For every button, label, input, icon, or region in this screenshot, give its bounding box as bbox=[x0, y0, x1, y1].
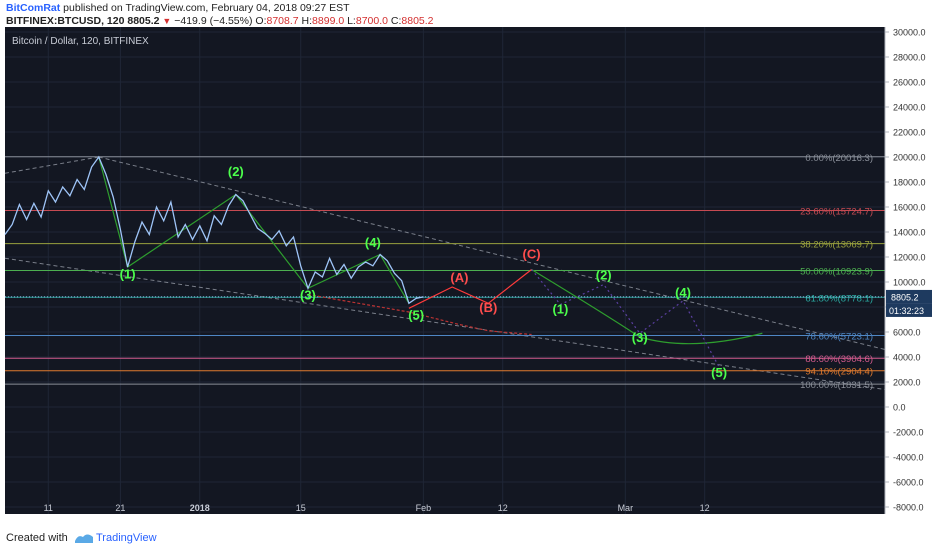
y-tick-label: -2000.0 bbox=[893, 428, 924, 438]
x-tick-label: Mar bbox=[618, 503, 634, 513]
wave-label: (B) bbox=[479, 300, 497, 315]
tradingview-link[interactable]: TradingView bbox=[96, 532, 157, 544]
trend-line-lower bbox=[4, 257, 886, 390]
y-tick-label: 20000.0 bbox=[893, 153, 926, 163]
countdown-label: 01:32:23 bbox=[889, 306, 924, 316]
projected-wave-path bbox=[531, 269, 720, 368]
wave-label: (2) bbox=[596, 268, 612, 283]
author-link[interactable]: BitComRat bbox=[6, 2, 61, 14]
y-tick-label: 18000.0 bbox=[893, 178, 926, 188]
down-arrow-icon: ▼ bbox=[162, 16, 172, 26]
trend-line-upper-start bbox=[4, 156, 99, 174]
fib-level-label: 100.00%(1831.5) bbox=[800, 380, 873, 391]
open-value: 8708.7 bbox=[266, 15, 299, 27]
published-text: published on TradingView.com, February 0… bbox=[63, 2, 350, 14]
wave-label: (5) bbox=[408, 308, 424, 323]
abc-correction-path bbox=[408, 269, 532, 309]
y-tick-label: 16000.0 bbox=[893, 203, 926, 213]
y-tick-label: 2000.0 bbox=[893, 378, 921, 388]
y-tick-label: 4000.0 bbox=[893, 353, 921, 363]
trend-line-upper bbox=[98, 156, 886, 350]
tradingview-logo-icon bbox=[75, 534, 93, 543]
wave-label: (4) bbox=[675, 285, 691, 300]
fib-level-label: 78.60%(5723.1) bbox=[805, 331, 873, 342]
price-chart[interactable]: 0.00%(20016.3) 23.60%(15724.7) 38.20%(1306… bbox=[0, 27, 932, 526]
x-tick-label: 12 bbox=[700, 503, 710, 513]
countdown-box bbox=[886, 303, 932, 317]
x-tick-label: Feb bbox=[416, 503, 432, 513]
wave-label: (C) bbox=[523, 246, 541, 261]
wave-label: (3) bbox=[300, 288, 316, 303]
impulse-wave-path bbox=[98, 156, 410, 304]
low-value: 8700.0 bbox=[355, 15, 388, 27]
high-label: H: bbox=[301, 15, 313, 27]
fib-level-label: 94.10%(2904.4) bbox=[805, 367, 873, 378]
close-label: C: bbox=[390, 15, 402, 27]
ohlc-line: BITFINEX:BTCUSD, 120 8805.2 ▼ −419.9 (−4… bbox=[6, 15, 434, 27]
wave-label: (2) bbox=[228, 164, 244, 179]
y-tick-label: -4000.0 bbox=[893, 453, 924, 463]
y-tick-label: -8000.0 bbox=[893, 503, 924, 513]
price-series-line bbox=[4, 155, 424, 305]
chart-title: Bitcoin / Dollar, 120, BITFINEX bbox=[12, 36, 149, 47]
chart-header: BitComRat published on TradingView.com, … bbox=[0, 0, 932, 27]
y-tick-label: 24000.0 bbox=[893, 103, 926, 113]
y-tick-label: 14000.0 bbox=[893, 228, 926, 238]
y-tick-label: 6000.0 bbox=[893, 328, 921, 338]
y-tick-label: 12000.0 bbox=[893, 253, 926, 263]
x-tick-label: 21 bbox=[115, 503, 125, 513]
wave-label: (5) bbox=[711, 365, 727, 380]
close-value: 8805.2 bbox=[401, 15, 434, 27]
y-tick-label: -6000.0 bbox=[893, 478, 924, 488]
price-tag-label: 8805.2 bbox=[891, 292, 919, 302]
y-tick-label: 22000.0 bbox=[893, 128, 926, 138]
fib-level-label: 61.80%(8778.1) bbox=[805, 293, 873, 304]
symbol-label: BITFINEX:BTCUSD, 120 bbox=[6, 15, 125, 27]
fib-level-label: 23.60%(15724.7) bbox=[800, 206, 873, 217]
high-value: 8899.0 bbox=[312, 15, 345, 27]
x-tick-label: 11 bbox=[44, 503, 53, 513]
projection-curve bbox=[531, 268, 763, 345]
y-tick-label: 0.0 bbox=[893, 403, 906, 413]
x-tick-label: 15 bbox=[296, 503, 306, 513]
footer: Created with TradingView bbox=[0, 526, 932, 550]
wave-label: (1) bbox=[552, 301, 568, 316]
price-change: −419.9 (−4.55%) bbox=[174, 15, 253, 27]
fib-level-label: 0.00%(20016.3) bbox=[805, 153, 873, 164]
fib-level-label: 88.60%(3904.6) bbox=[805, 354, 873, 365]
wave-label: (4) bbox=[365, 235, 381, 250]
y-tick-label: 10000.0 bbox=[893, 278, 926, 288]
publish-line: BitComRat published on TradingView.com, … bbox=[6, 2, 350, 14]
wave-label: (A) bbox=[450, 270, 468, 285]
y-tick-label: 28000.0 bbox=[893, 53, 926, 63]
last-price: 8805.2 bbox=[127, 15, 160, 27]
fib-level-label: 38.20%(13069.7) bbox=[800, 240, 873, 251]
created-with-text: Created with bbox=[6, 532, 68, 544]
wave-label: (3) bbox=[632, 330, 648, 345]
wave-label: (1) bbox=[120, 266, 136, 281]
low-label: L: bbox=[347, 15, 356, 27]
y-tick-label: 30000.0 bbox=[893, 28, 926, 38]
x-tick-label: 2018 bbox=[190, 503, 210, 513]
y-tick-label: 26000.0 bbox=[893, 78, 926, 88]
price-tag-box bbox=[886, 289, 932, 304]
x-tick-label: 12 bbox=[498, 503, 508, 513]
open-label: O: bbox=[255, 15, 267, 27]
fib-level-label: 50.00%(10923.9) bbox=[800, 266, 873, 277]
